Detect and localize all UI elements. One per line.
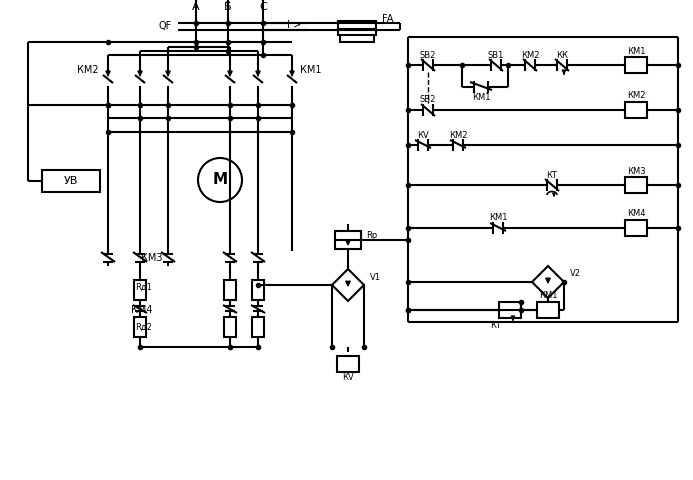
Bar [625, 220, 647, 236]
Bar [335, 231, 361, 249]
Circle shape [198, 158, 242, 202]
Polygon shape [332, 269, 364, 301]
Text: Б̃: Б̃ [225, 2, 232, 12]
Bar [134, 317, 146, 337]
Polygon shape [532, 266, 564, 298]
Text: Rд1: Rд1 [135, 283, 152, 291]
Text: КМ2: КМ2 [626, 92, 645, 100]
Bar [337, 356, 359, 372]
Bar [340, 35, 374, 42]
Bar [625, 177, 647, 193]
Text: QF: QF [159, 21, 172, 31]
Text: КК: КК [556, 50, 568, 60]
Text: КТ: КТ [547, 170, 557, 180]
Text: УВ: УВ [64, 176, 78, 186]
Text: КМ3: КМ3 [626, 167, 645, 176]
Text: FA: FA [382, 14, 394, 24]
Text: КМ1: КМ1 [489, 214, 507, 223]
Text: Rд2: Rд2 [135, 323, 152, 332]
Text: V1: V1 [370, 273, 381, 281]
Text: V2: V2 [570, 269, 581, 278]
Text: C: C [259, 2, 267, 12]
Bar [134, 280, 146, 300]
Text: КМ4: КМ4 [130, 305, 152, 315]
Text: М: М [213, 172, 227, 188]
Text: КМ3: КМ3 [141, 253, 162, 263]
Bar [224, 280, 236, 300]
Text: КМ2: КМ2 [520, 50, 539, 60]
Bar [625, 57, 647, 73]
Text: I >: I > [287, 20, 301, 30]
Bar [42, 170, 100, 192]
Bar [252, 317, 264, 337]
Bar [537, 302, 559, 318]
Text: SB2: SB2 [420, 50, 436, 60]
Text: КМ1: КМ1 [538, 291, 557, 300]
Text: КТ: КТ [491, 322, 502, 331]
Text: КМ1: КМ1 [300, 65, 322, 75]
Text: КV: КV [417, 131, 429, 140]
Bar [252, 280, 264, 300]
Text: Rр: Rр [366, 230, 377, 240]
Text: КМ1: КМ1 [472, 93, 490, 101]
Bar [338, 21, 376, 29]
Text: КМ1: КМ1 [626, 47, 645, 56]
Text: SB1: SB1 [488, 50, 505, 60]
Text: КV: КV [342, 372, 354, 382]
Text: КМ2: КМ2 [449, 131, 467, 140]
Text: КМ2: КМ2 [78, 65, 99, 75]
Bar [625, 102, 647, 118]
Text: SB2: SB2 [420, 96, 436, 105]
Bar [499, 302, 521, 318]
Text: A: A [192, 2, 200, 12]
Bar [224, 317, 236, 337]
Text: КМ4: КМ4 [626, 209, 645, 218]
